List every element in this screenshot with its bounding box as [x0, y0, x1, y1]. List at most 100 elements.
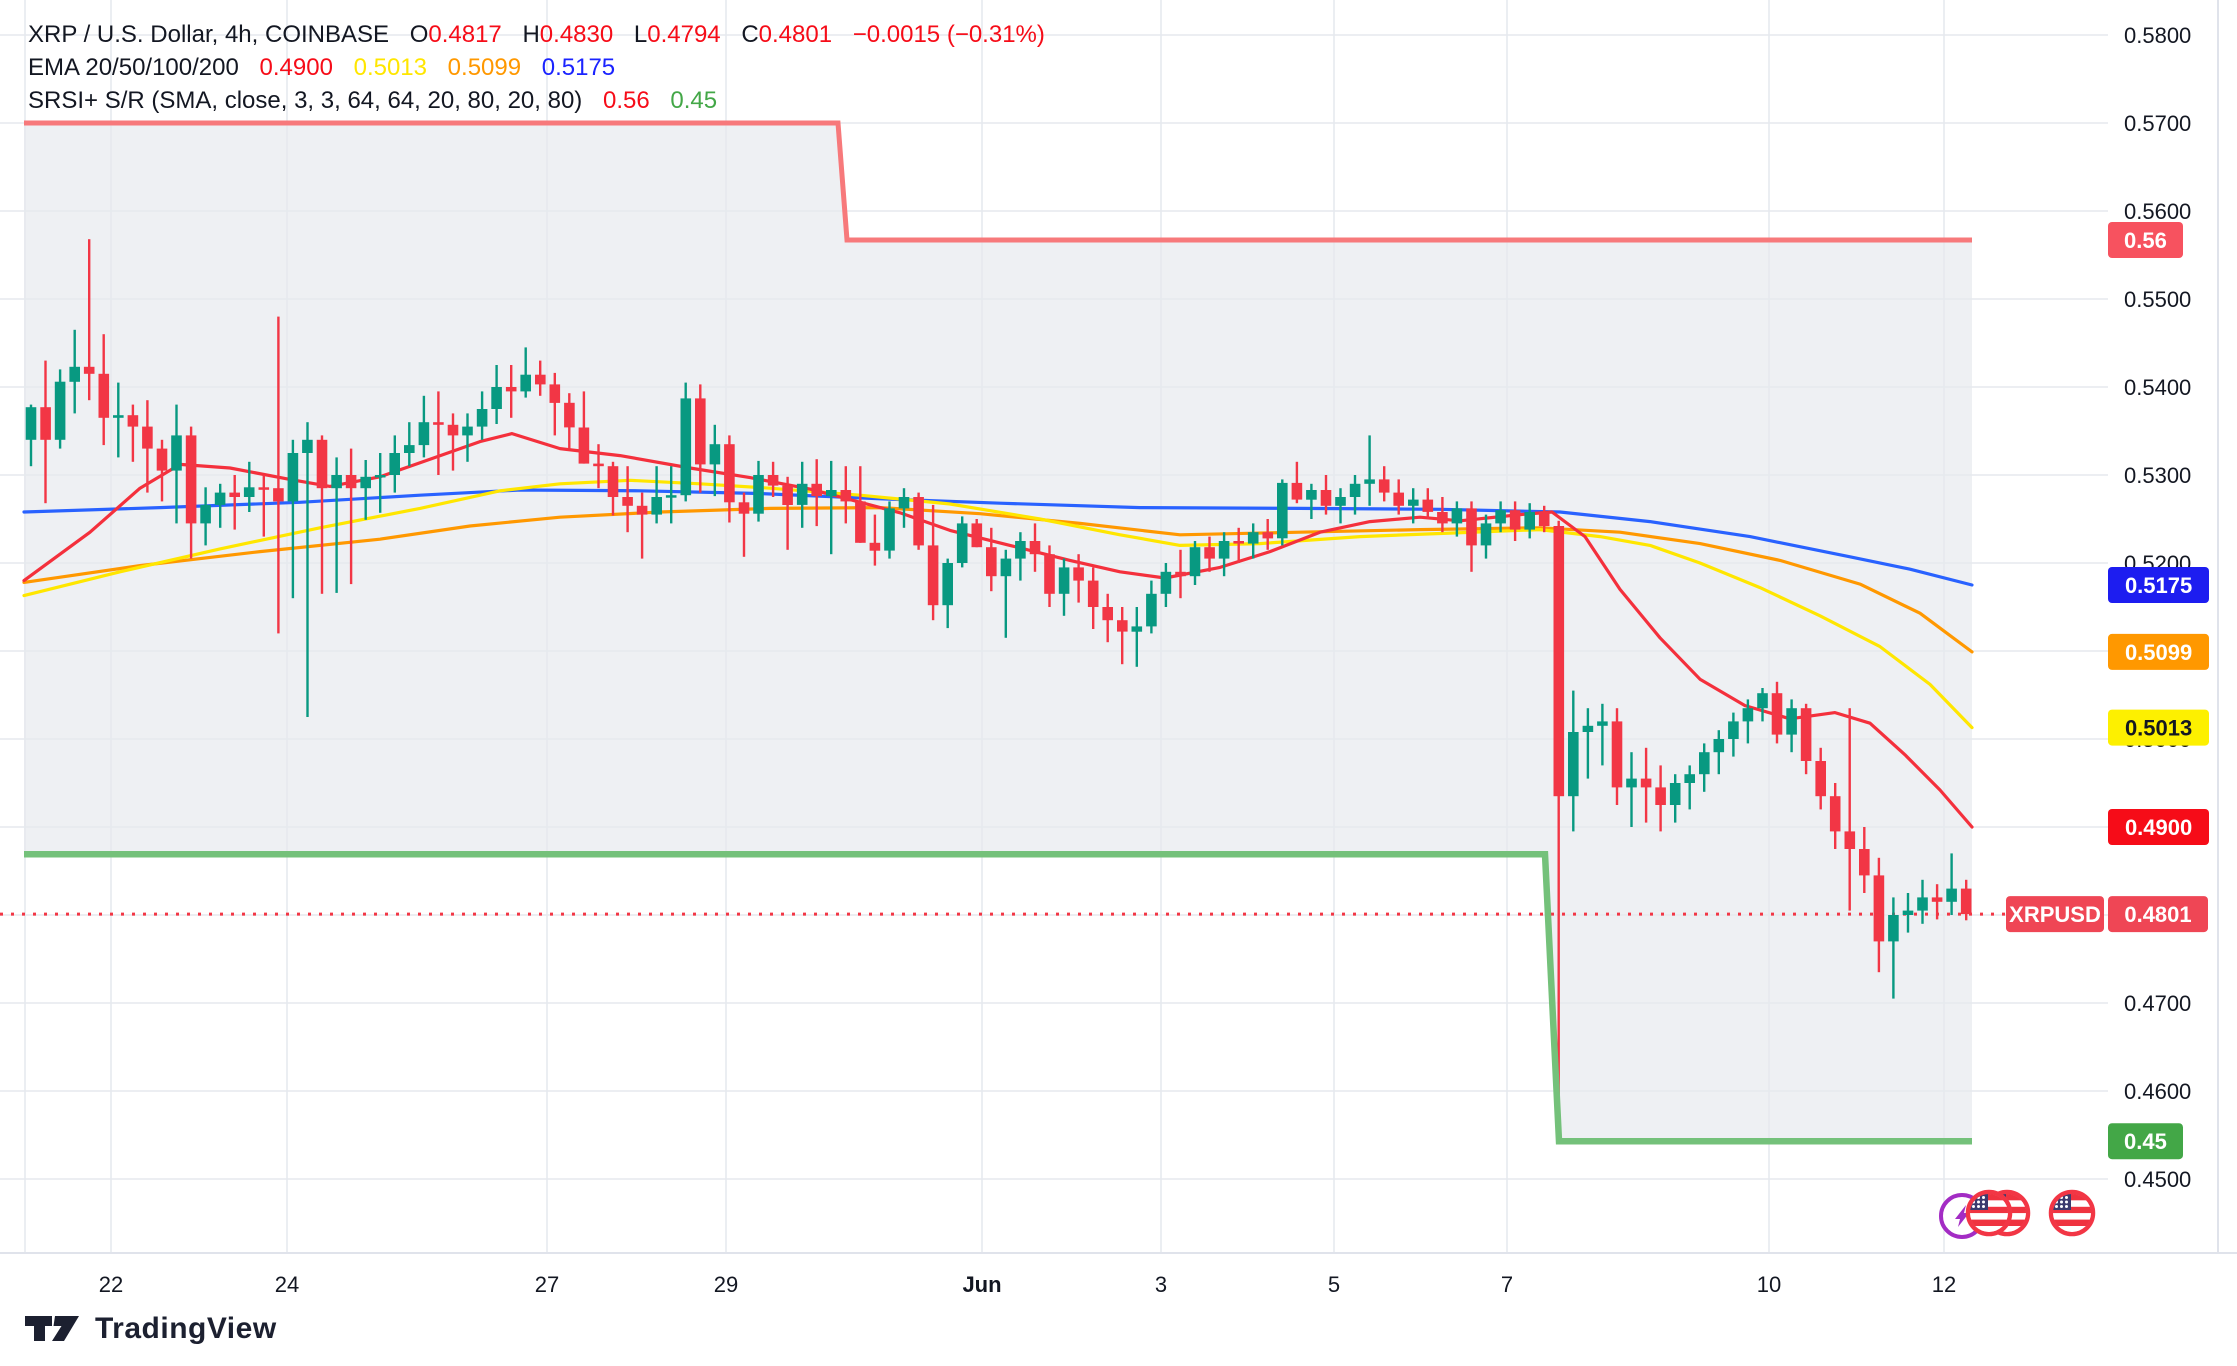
- candle-wick: [117, 382, 120, 458]
- candle-body: [1408, 499, 1419, 506]
- candle-wick: [1004, 549, 1007, 638]
- candle-body: [316, 439, 328, 489]
- candle-body: [622, 497, 633, 506]
- candle-wick: [291, 439, 295, 599]
- candle-body: [1815, 761, 1826, 797]
- candle-wick: [277, 316, 280, 634]
- legend-symbol-row[interactable]: XRP / U.S. Dollar, 4h, COINBASE O0.4817 …: [28, 18, 1045, 51]
- candle-body: [1437, 512, 1448, 524]
- candle-body: [1117, 620, 1128, 632]
- candle-body: [971, 523, 983, 548]
- candle-wick: [88, 239, 91, 401]
- price-axis-label: 0.5700: [2124, 111, 2191, 136]
- candle-body: [884, 508, 895, 551]
- candle-body: [840, 490, 852, 502]
- legend-srsi-row[interactable]: SRSI+ S/R (SMA, close, 3, 3, 64, 64, 20,…: [28, 84, 1045, 117]
- candle-body: [1277, 482, 1288, 539]
- candle-body: [447, 424, 459, 436]
- candle-wick: [1586, 708, 1590, 779]
- price-axis-label: 0.5600: [2124, 199, 2191, 224]
- candle-body: [462, 426, 473, 436]
- candle-body: [491, 387, 502, 409]
- time-axis-label: 27: [535, 1272, 559, 1297]
- ema200-value: 0.5175: [541, 54, 616, 81]
- candle-wick: [1557, 520, 1560, 1140]
- candle-body: [243, 487, 255, 497]
- candle-wick: [1848, 708, 1851, 911]
- time-axis-label: 5: [1328, 1272, 1340, 1297]
- candle-body: [185, 435, 197, 524]
- ohlc-close: C0.4801: [741, 21, 833, 48]
- candle-wick: [1237, 527, 1240, 563]
- legend-ema-row[interactable]: EMA 20/50/100/200 0.4900 0.5013 0.5099 0…: [28, 51, 1045, 84]
- candle-wick: [670, 466, 673, 524]
- candle-body: [1218, 541, 1230, 559]
- ema100-value: 0.5099: [447, 54, 522, 81]
- candle-body: [1073, 567, 1084, 581]
- us-flag-icon[interactable]: [1968, 1192, 2010, 1234]
- candle-body: [1015, 541, 1026, 559]
- candle-body: [171, 435, 182, 471]
- srsi-indicator-label: SRSI+ S/R (SMA, close, 3, 3, 64, 64, 20,…: [28, 87, 583, 114]
- candle-body: [956, 523, 968, 563]
- time-axis-label: 22: [99, 1272, 123, 1297]
- candle-body: [1553, 526, 1565, 797]
- sr-channel-fill: [24, 123, 1972, 1142]
- candle-body: [1946, 888, 1957, 902]
- us-flag-icon[interactable]: [2051, 1192, 2093, 1234]
- candle-body: [796, 483, 808, 505]
- candle-body: [200, 504, 211, 524]
- time-axis-label: 3: [1155, 1272, 1167, 1297]
- candle-body: [1611, 721, 1623, 788]
- candle-wick: [262, 475, 265, 537]
- candle-wick: [1121, 607, 1124, 665]
- candle-body: [607, 466, 619, 497]
- candle-wick: [786, 476, 789, 550]
- candle-body: [1175, 571, 1186, 577]
- candle-body: [1771, 693, 1783, 735]
- candle-body: [1786, 708, 1797, 735]
- symbol-badge-price: 0.4801: [2124, 902, 2191, 927]
- time-axis-label: 10: [1757, 1272, 1781, 1297]
- candle-body: [1568, 732, 1579, 797]
- candle-body: [1859, 849, 1870, 876]
- candle-body: [709, 444, 721, 465]
- candle-wick: [640, 492, 644, 559]
- price-axis[interactable]: 0.58000.57000.56000.55000.54000.53000.52…: [2006, 23, 2209, 1192]
- ohlc-high: H0.4830: [522, 21, 614, 48]
- candle-wick: [553, 372, 556, 436]
- time-axis[interactable]: 22 24 27 29 Jun 3 5 7 10 12: [99, 1272, 1956, 1297]
- time-axis-label: 29: [714, 1272, 738, 1297]
- candle-body: [651, 497, 662, 515]
- candle-body: [753, 475, 764, 514]
- candle-wick: [408, 422, 411, 467]
- candle-wick: [1295, 461, 1299, 504]
- tradingview-logo[interactable]: TradingView: [25, 1312, 277, 1346]
- candle-wick: [1135, 607, 1138, 667]
- candle-body: [69, 366, 80, 382]
- candle-wick: [873, 514, 877, 566]
- time-axis-label: 24: [275, 1272, 299, 1297]
- candle-body: [1495, 510, 1506, 524]
- symbol-price-badge: XRPUSD 0.4801: [2006, 896, 2208, 933]
- candle-body: [724, 444, 735, 503]
- candle-wick: [437, 391, 440, 475]
- candle-wick: [830, 460, 833, 555]
- candle-body: [1044, 554, 1055, 594]
- price-badge: 0.5175: [2108, 567, 2209, 603]
- candle-wick: [1310, 483, 1313, 519]
- svg-text:0.5099: 0.5099: [2125, 640, 2192, 665]
- candle-wick: [131, 404, 135, 462]
- candle-body: [127, 415, 139, 427]
- tradingview-logo-text: TradingView: [95, 1312, 277, 1345]
- candle-body: [1713, 739, 1725, 753]
- candle-body: [986, 547, 997, 577]
- candle-body: [1509, 510, 1521, 530]
- candle-body: [1087, 580, 1099, 607]
- price-axis-label: 0.4500: [2124, 1167, 2191, 1192]
- price-axis-label: 0.5300: [2124, 463, 2191, 488]
- candle-wick: [248, 461, 251, 512]
- svg-text:0.5175: 0.5175: [2125, 573, 2192, 598]
- candle-body: [665, 495, 677, 498]
